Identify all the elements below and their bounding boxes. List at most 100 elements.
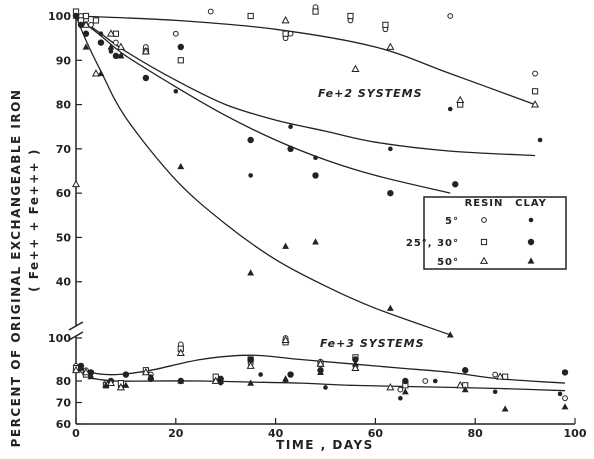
point-upper-open-square	[92, 17, 100, 24]
point-lower-filled-triangle	[217, 377, 225, 384]
point-lower-filled-dot	[258, 372, 263, 377]
fit-curve-upper-3	[75, 15, 451, 194]
point-upper-open-circle	[88, 21, 94, 28]
point-upper-open-square	[82, 12, 90, 20]
y-axis-label: PERCENT OF ORIGINAL EXCHANGEABLE IRON	[9, 89, 23, 448]
fit-curve-upper-4	[75, 15, 451, 336]
point-upper-filled-dot	[447, 106, 453, 112]
point-lower-filled-triangle	[77, 364, 85, 371]
x-tick-label: 60	[368, 427, 384, 440]
point-upper-open-triangle	[71, 179, 81, 188]
point-lower-filled-triangle	[317, 368, 324, 375]
point-upper-open-square	[347, 12, 354, 20]
point-lower-filled-triangle	[247, 379, 255, 386]
x-tick-label: 20	[168, 427, 184, 440]
point-upper-open-triangle	[141, 46, 150, 55]
y-tick-label-upper: 80	[56, 99, 72, 112]
fit-curve-lower-1	[75, 354, 566, 384]
point-upper-open-square	[282, 30, 289, 37]
legend-box	[423, 196, 567, 270]
y-tick-label-upper: 60	[56, 187, 72, 200]
point-lower-filled-square-dot	[402, 377, 409, 385]
point-lower-filled-triangle	[282, 375, 289, 382]
legend-marker-clay-filled-triangle	[527, 257, 535, 264]
y-axis-label-sub: ( Fe++ + Fe+++ )	[27, 148, 41, 292]
fit-curve-upper-2	[75, 15, 536, 157]
legend-marker-resin-open-square	[480, 238, 488, 246]
legend-marker-resin-open-circle	[481, 217, 487, 223]
point-upper-open-triangle	[91, 69, 101, 77]
point-lower-filled-square-dot	[561, 369, 569, 376]
point-lower-open-triangle	[106, 378, 115, 387]
data-points	[71, 4, 569, 412]
point-lower-filled-square-dot	[247, 356, 254, 363]
point-upper-filled-square-dot	[452, 181, 459, 188]
point-upper-open-triangle	[456, 95, 465, 104]
y-tick-label-upper: 90	[56, 54, 72, 67]
y-tick-label-lower: 100	[48, 332, 71, 345]
point-lower-filled-dot	[492, 389, 498, 395]
legend-marker-clay-filled-dot	[528, 217, 534, 223]
point-upper-filled-square-dot	[97, 39, 105, 46]
point-upper-open-triangle	[81, 20, 91, 28]
y-tick-label-upper: 100	[48, 10, 71, 23]
x-ticks: 0 20 40 60 80 100	[72, 418, 587, 440]
point-upper-filled-triangle	[97, 69, 105, 77]
lower-panel-annotation: Fe+3 SYSTEMS	[320, 337, 425, 350]
point-upper-open-triangle	[106, 29, 115, 37]
point-upper-open-triangle	[281, 15, 290, 24]
point-lower-open-triangle	[496, 372, 505, 380]
point-upper-filled-square-dot	[177, 43, 184, 51]
point-upper-filled-triangle	[282, 242, 289, 249]
point-lower-filled-triangle	[401, 388, 409, 395]
point-lower-filled-triangle	[102, 381, 110, 388]
x-axis-label: TIME , DAYS	[276, 438, 374, 452]
point-upper-filled-square-dot	[312, 172, 319, 179]
point-lower-open-triangle	[211, 376, 220, 384]
legend-label-50: 50°	[437, 257, 459, 268]
point-lower-filled-square-dot	[352, 356, 359, 363]
point-upper-filled-dot	[108, 49, 114, 54]
point-upper-filled-dot	[288, 124, 293, 130]
point-upper-filled-dot	[537, 137, 543, 143]
point-upper-filled-square-dot	[247, 136, 254, 144]
axes-frame	[68, 12, 575, 425]
legend-header-resin: RESIN	[465, 198, 504, 209]
point-upper-open-square	[382, 21, 389, 28]
point-upper-filled-square-dot	[112, 52, 120, 60]
point-upper-filled-triangle	[312, 238, 319, 245]
point-lower-filled-square-dot	[122, 371, 130, 378]
point-upper-open-circle	[172, 30, 179, 37]
point-lower-filled-triangle	[87, 373, 95, 380]
legend-label-25-30: 25°, 30°	[406, 238, 459, 249]
point-upper-filled-square-dot	[77, 21, 85, 29]
point-lower-filled-dot	[432, 378, 438, 384]
point-upper-filled-triangle	[107, 43, 115, 50]
point-lower-open-triangle	[71, 365, 81, 374]
point-lower-open-triangle	[246, 361, 255, 369]
x-tick-label: 0	[72, 427, 80, 440]
point-upper-open-circle	[287, 30, 294, 37]
axis-break	[68, 321, 84, 341]
point-upper-open-circle	[207, 8, 214, 15]
point-upper-open-square	[312, 8, 319, 15]
upper-panel-annotation: Fe+2 SYSTEMS	[318, 87, 423, 100]
point-lower-filled-square-dot	[287, 371, 294, 378]
point-upper-filled-square-dot	[287, 145, 294, 153]
point-upper-open-triangle	[531, 100, 540, 108]
point-upper-filled-triangle	[446, 331, 454, 338]
point-upper-open-triangle	[116, 42, 125, 50]
legend-marker-clay-filled-square-dot	[527, 238, 535, 246]
point-upper-filled-dot	[98, 31, 104, 37]
point-lower-filled-triangle	[461, 386, 469, 393]
y-ticks-upper: 40 50 60 70 80 90 100	[48, 10, 82, 289]
point-lower-open-triangle	[456, 380, 465, 389]
point-lower-filled-triangle	[561, 403, 569, 410]
point-upper-filled-triangle	[247, 269, 255, 276]
point-lower-filled-triangle	[122, 381, 130, 388]
point-upper-filled-square-dot	[387, 189, 394, 197]
y-tick-label-lower: 60	[56, 418, 72, 431]
fit-curve-upper-1	[75, 15, 536, 106]
point-upper-open-triangle	[351, 64, 360, 73]
